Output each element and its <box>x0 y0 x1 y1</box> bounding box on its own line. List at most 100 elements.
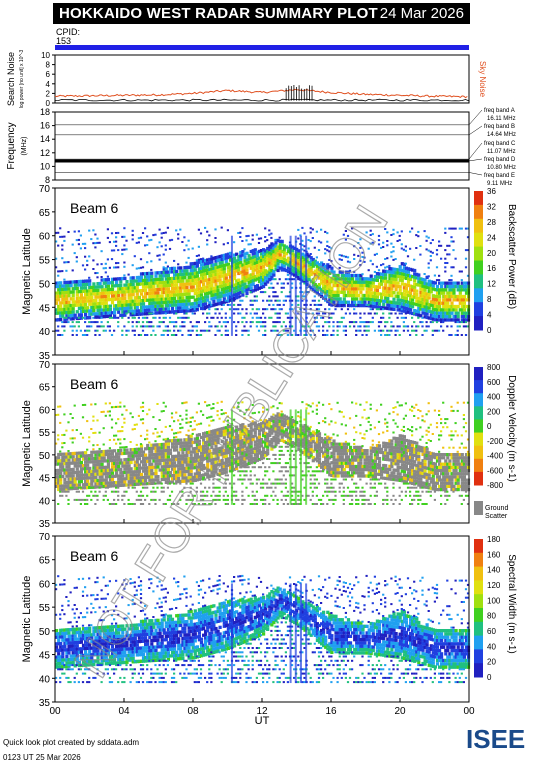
heatmap-speckle <box>61 334 63 336</box>
heatmap-cell <box>84 451 87 454</box>
heatmap-speckle <box>165 249 167 251</box>
heatmap-speckle <box>241 483 243 485</box>
heatmap-speckle <box>72 325 74 327</box>
heatmap-speckle <box>450 279 452 281</box>
heatmap-speckle <box>225 300 227 302</box>
heatmap-speckle <box>179 431 181 433</box>
heatmap-speckle <box>130 441 132 443</box>
heatmap-speckle <box>154 334 156 336</box>
heatmap-cell <box>59 472 62 475</box>
heatmap-cell <box>438 305 441 308</box>
heatmap-speckle <box>159 419 161 421</box>
heatmap-speckle <box>90 321 92 323</box>
heatmap-speckle <box>303 232 305 234</box>
heatmap-speckle <box>84 503 86 505</box>
heatmap-speckle <box>173 260 175 262</box>
heatmap-speckle <box>103 444 105 446</box>
heatmap-speckle <box>281 283 283 285</box>
heatmap-speckle <box>210 317 212 319</box>
heatmap-speckle <box>57 438 59 440</box>
heatmap-speckle <box>181 427 183 429</box>
heatmap-speckle <box>268 287 270 289</box>
heatmap-cell <box>161 278 164 281</box>
heatmap-speckle <box>382 330 384 332</box>
heatmap-speckle <box>233 321 235 323</box>
heatmap-cell <box>370 275 373 278</box>
heatmap-speckle <box>96 272 98 274</box>
heatmap-speckle <box>378 308 380 310</box>
heatmap-cell <box>59 281 62 284</box>
heatmap-speckle <box>86 503 88 505</box>
heatmap-cell <box>72 455 75 458</box>
heatmap-speckle <box>146 334 148 336</box>
heatmap-speckle <box>245 308 247 310</box>
heatmap-speckle <box>390 251 392 253</box>
heatmap-speckle <box>150 499 152 501</box>
heatmap-speckle <box>459 321 461 323</box>
heatmap-speckle <box>177 238 179 240</box>
heatmap-speckle <box>59 227 61 229</box>
heatmap-speckle <box>254 503 256 505</box>
heatmap-speckle <box>444 266 446 268</box>
heatmap-speckle <box>225 330 227 332</box>
heatmap-speckle <box>156 325 158 327</box>
heatmap-speckle <box>88 325 90 327</box>
heatmap-speckle <box>194 428 196 430</box>
heatmap-speckle <box>74 437 76 439</box>
heatmap-speckle <box>268 295 270 297</box>
heatmap-speckle <box>413 321 415 323</box>
heatmap-speckle <box>142 422 144 424</box>
heatmap-speckle <box>241 240 243 242</box>
heatmap-speckle <box>63 261 65 263</box>
heatmap-speckle <box>264 291 266 293</box>
heatmap-speckle <box>144 438 146 440</box>
heatmap-speckle <box>403 330 405 332</box>
heatmap-speckle <box>123 249 125 251</box>
heatmap-speckle <box>409 231 411 233</box>
heatmap-speckle <box>179 427 181 429</box>
heatmap-cell <box>175 283 178 286</box>
heatmap-speckle <box>113 435 115 437</box>
heatmap-speckle <box>434 330 436 332</box>
heatmap-speckle <box>61 325 63 327</box>
heatmap-speckle <box>428 267 430 269</box>
noise-ytick-label: 8 <box>46 61 51 70</box>
heatmap-speckle <box>256 234 258 236</box>
heatmap-speckle <box>194 325 196 327</box>
heatmap-speckle <box>179 415 181 417</box>
heatmap-speckle <box>457 330 459 332</box>
heatmap-speckle <box>142 418 144 420</box>
heatmap-speckle <box>239 295 241 297</box>
heatmap-speckle <box>388 317 390 319</box>
heatmap-speckle <box>274 308 276 310</box>
heatmap-speckle <box>57 434 59 436</box>
heatmap-speckle <box>225 321 227 323</box>
heatmap-speckle <box>111 427 113 429</box>
heatmap-cell <box>380 283 383 286</box>
heatmap-speckle <box>88 487 90 489</box>
heatmap-speckle <box>159 499 161 501</box>
heatmap-cell <box>146 444 149 447</box>
heatmap-speckle <box>101 276 103 278</box>
heatmap-speckle <box>355 334 357 336</box>
heatmap-speckle <box>167 334 169 336</box>
heatmap-cell <box>72 297 75 300</box>
heatmap-speckle <box>274 300 276 302</box>
heatmap-cell <box>440 285 443 288</box>
heatmap-cell <box>181 280 184 283</box>
heatmap-speckle <box>245 330 247 332</box>
heatmap-cell <box>175 445 178 448</box>
heatmap-speckle <box>134 334 136 336</box>
heatmap-speckle <box>115 245 117 247</box>
heatmap-speckle <box>386 334 388 336</box>
heatmap-speckle <box>426 248 428 250</box>
heatmap-cell <box>173 468 176 471</box>
heatmap-speckle <box>438 279 440 281</box>
heatmap-speckle <box>339 321 341 323</box>
heatmap-cell <box>61 475 64 478</box>
heatmap-speckle <box>78 499 80 501</box>
heatmap-speckle <box>250 321 252 323</box>
heatmap-speckle <box>142 232 144 234</box>
heatmap-speckle <box>61 244 63 246</box>
heatmap-speckle <box>123 325 125 327</box>
